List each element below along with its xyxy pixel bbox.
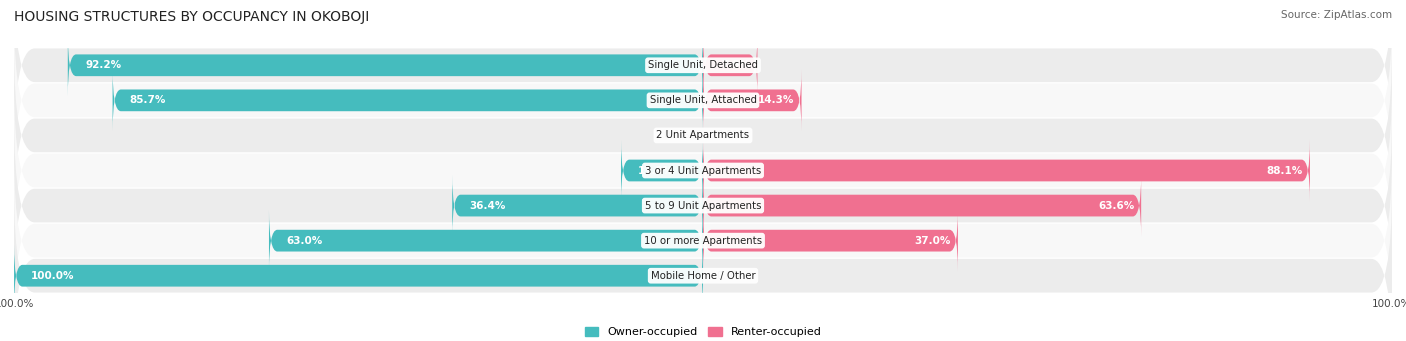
FancyBboxPatch shape: [621, 139, 703, 202]
Text: 10 or more Apartments: 10 or more Apartments: [644, 236, 762, 246]
FancyBboxPatch shape: [67, 34, 703, 97]
FancyBboxPatch shape: [703, 174, 1142, 237]
Text: 3 or 4 Unit Apartments: 3 or 4 Unit Apartments: [645, 165, 761, 176]
Text: 7.9%: 7.9%: [721, 60, 751, 70]
Text: 85.7%: 85.7%: [129, 95, 166, 105]
FancyBboxPatch shape: [14, 187, 1392, 341]
FancyBboxPatch shape: [453, 174, 703, 237]
FancyBboxPatch shape: [14, 12, 1392, 189]
Text: Mobile Home / Other: Mobile Home / Other: [651, 271, 755, 281]
Text: Single Unit, Detached: Single Unit, Detached: [648, 60, 758, 70]
Text: 88.1%: 88.1%: [1267, 165, 1303, 176]
Text: 0.0%: 0.0%: [717, 271, 742, 281]
Text: 36.4%: 36.4%: [470, 201, 506, 211]
FancyBboxPatch shape: [14, 244, 703, 307]
Text: 5 to 9 Unit Apartments: 5 to 9 Unit Apartments: [645, 201, 761, 211]
Text: 100.0%: 100.0%: [31, 271, 75, 281]
Legend: Owner-occupied, Renter-occupied: Owner-occupied, Renter-occupied: [581, 322, 825, 341]
Text: HOUSING STRUCTURES BY OCCUPANCY IN OKOBOJI: HOUSING STRUCTURES BY OCCUPANCY IN OKOBO…: [14, 10, 370, 24]
Text: 92.2%: 92.2%: [84, 60, 121, 70]
Text: 11.9%: 11.9%: [638, 165, 675, 176]
Text: Source: ZipAtlas.com: Source: ZipAtlas.com: [1281, 10, 1392, 20]
FancyBboxPatch shape: [14, 47, 1392, 224]
Text: 63.6%: 63.6%: [1098, 201, 1135, 211]
FancyBboxPatch shape: [703, 34, 758, 97]
FancyBboxPatch shape: [703, 209, 957, 272]
Text: Single Unit, Attached: Single Unit, Attached: [650, 95, 756, 105]
FancyBboxPatch shape: [703, 69, 801, 132]
Text: 0.0%: 0.0%: [664, 130, 689, 140]
Text: 37.0%: 37.0%: [915, 236, 950, 246]
FancyBboxPatch shape: [703, 139, 1310, 202]
FancyBboxPatch shape: [14, 0, 1392, 154]
Text: 14.3%: 14.3%: [758, 95, 794, 105]
FancyBboxPatch shape: [14, 117, 1392, 294]
Text: 2 Unit Apartments: 2 Unit Apartments: [657, 130, 749, 140]
Text: 63.0%: 63.0%: [287, 236, 322, 246]
FancyBboxPatch shape: [14, 82, 1392, 259]
FancyBboxPatch shape: [112, 69, 703, 132]
FancyBboxPatch shape: [14, 152, 1392, 329]
FancyBboxPatch shape: [269, 209, 703, 272]
Text: 0.0%: 0.0%: [717, 130, 742, 140]
